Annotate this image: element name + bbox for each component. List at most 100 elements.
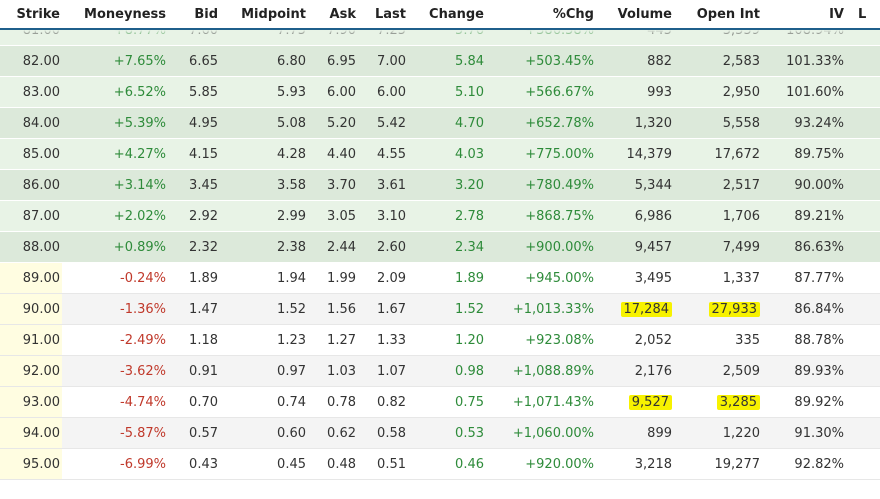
column-header-midpoint[interactable]: Midpoint [241,7,306,22]
last-cell: 0.51 [362,449,406,479]
iv-cell: 89.21% [768,201,844,231]
table-row[interactable]: 93.00 -4.74% 0.70 0.74 0.78 0.82 0.75 +1,071.43… [0,387,880,418]
column-header-iv[interactable]: IV [829,7,844,22]
pctchg-cell: +1,088.89% [494,356,594,386]
iv-value: 89.75% [794,147,844,162]
table-row[interactable]: 95.00 -6.99% 0.43 0.45 0.48 0.51 0.46 +920.00% 3… [0,449,880,480]
openint-value: 2,517 [722,178,760,193]
moneyness-cell: +5.39% [66,108,166,138]
midpoint-value: 0.45 [277,457,306,472]
moneyness-value: +4.27% [113,147,166,162]
last-value: 1.67 [377,302,406,317]
pctchg-value: +945.00% [525,271,594,286]
strike-cell: 91.00 [0,325,60,355]
change-cell: 4.03 [414,139,484,169]
table-row[interactable]: 82.00 +7.65% 6.65 6.80 6.95 7.00 5.84 +503.45% 8… [0,46,880,77]
moneyness-cell: -2.49% [66,325,166,355]
iv-value: 93.24% [794,116,844,131]
pctchg-cell: +566.67% [494,77,594,107]
table-row[interactable]: 89.00 -0.24% 1.89 1.94 1.99 2.09 1.89 +945.00% 3… [0,263,880,294]
strike-cell-shade [0,418,62,448]
column-header-extra[interactable]: L [858,7,867,22]
strike-value: 85.00 [22,147,60,162]
ask-value: 0.78 [327,395,356,410]
last-value: 7.00 [377,54,406,69]
bid-value: 3.45 [189,178,218,193]
openint-value: 19,277 [714,457,761,472]
strike-value: 89.00 [22,271,60,286]
midpoint-cell: 4.28 [226,139,306,169]
moneyness-value: +3.14% [113,178,166,193]
openint-value: 1,220 [722,426,760,441]
midpoint-cell: 3.58 [226,170,306,200]
bid-cell: 1.89 [176,263,218,293]
iv-value: 89.93% [794,364,844,379]
last-cell: 1.33 [362,325,406,355]
ask-cell: 1.27 [316,325,356,355]
last-value: 2.09 [377,271,406,286]
table-row[interactable]: 84.00 +5.39% 4.95 5.08 5.20 5.42 4.70 +652.78% 1… [0,108,880,139]
volume-value-highlighted: 17,284 [620,302,672,317]
last-cell: 1.07 [362,356,406,386]
volume-cell: 3,218 [600,449,672,479]
table-row[interactable]: 90.00 -1.36% 1.47 1.52 1.56 1.67 1.52 +1,013.33… [0,294,880,325]
volume-value: 3,218 [634,457,672,472]
table-row[interactable]: 94.00 -5.87% 0.57 0.60 0.62 0.58 0.53 +1,060.00… [0,418,880,449]
pctchg-cell: +945.00% [494,263,594,293]
bid-value: 4.15 [189,147,218,162]
ask-value: 6.95 [327,54,356,69]
column-header-openint[interactable]: Open Int [696,7,760,22]
column-header-pctchg[interactable]: %Chg [552,7,594,22]
pctchg-value: +920.00% [525,457,594,472]
ask-cell: 0.78 [316,387,356,417]
moneyness-value: -0.24% [120,271,166,286]
column-header-last[interactable]: Last [374,7,406,22]
strike-cell: 93.00 [0,387,60,417]
iv-cell: 101.60% [768,77,844,107]
pctchg-cell: +780.49% [494,170,594,200]
table-row[interactable]: 88.00 +0.89% 2.32 2.38 2.44 2.60 2.34 +900.00% 9… [0,232,880,263]
table-row[interactable]: 86.00 +3.14% 3.45 3.58 3.70 3.61 3.20 +780.49% 5… [0,170,880,201]
volume-value: 3,495 [634,271,672,286]
volume-cell: 1,320 [600,108,672,138]
iv-cell: 93.24% [768,108,844,138]
column-header-moneyness[interactable]: Moneyness [84,7,166,22]
bid-value: 0.91 [189,364,218,379]
last-cell: 6.00 [362,77,406,107]
change-cell: 0.46 [414,449,484,479]
table-row[interactable]: 87.00 +2.02% 2.92 2.99 3.05 3.10 2.78 +868.75% 6… [0,201,880,232]
volume-value: 993 [647,85,672,100]
column-header-ask[interactable]: Ask [329,7,356,22]
ask-cell: 3.05 [316,201,356,231]
midpoint-value: 1.52 [277,302,306,317]
last-value: 3.10 [377,209,406,224]
strike-cell-shade [0,325,62,355]
table-row[interactable]: 83.00 +6.52% 5.85 5.93 6.00 6.00 5.10 +566.67% 9… [0,77,880,108]
pctchg-cell: +1,060.00% [494,418,594,448]
last-value: 6.00 [377,85,406,100]
last-value: 5.42 [377,116,406,131]
midpoint-cell: 1.23 [226,325,306,355]
table-row[interactable]: 85.00 +4.27% 4.15 4.28 4.40 4.55 4.03 +775.00% 1… [0,139,880,170]
openint-value: 2,583 [722,54,760,69]
column-header-strike[interactable]: Strike [16,7,60,22]
midpoint-value: 1.23 [277,333,306,348]
table-row[interactable]: 91.00 -2.49% 1.18 1.23 1.27 1.33 1.20 +923.08% 2… [0,325,880,356]
table-row[interactable]: 92.00 -3.62% 0.91 0.97 1.03 1.07 0.98 +1,088.89… [0,356,880,387]
column-header-change[interactable]: Change [429,7,484,22]
pctchg-value: +652.78% [525,116,594,131]
volume-cell: 899 [600,418,672,448]
change-value: 0.98 [455,364,484,379]
last-value: 0.82 [377,395,406,410]
midpoint-cell: 0.60 [226,418,306,448]
midpoint-cell: 0.45 [226,449,306,479]
ask-cell: 0.62 [316,418,356,448]
openint-value: 1,706 [722,209,760,224]
last-value: 0.58 [377,426,406,441]
change-value: 1.20 [455,333,484,348]
iv-value: 101.60% [786,85,844,100]
column-header-bid[interactable]: Bid [194,7,218,22]
volume-value: 2,176 [634,364,672,379]
column-header-volume[interactable]: Volume [617,7,672,22]
midpoint-cell: 1.52 [226,294,306,324]
